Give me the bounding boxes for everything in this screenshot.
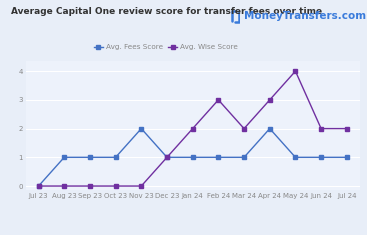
Text: MoneyTransfers.com: MoneyTransfers.com (244, 11, 366, 21)
Text: Average Capital One review score for transfer fees over time: Average Capital One review score for tra… (11, 7, 322, 16)
Legend: Avg. Fees Score, Avg. Wise Score: Avg. Fees Score, Avg. Wise Score (91, 41, 241, 53)
